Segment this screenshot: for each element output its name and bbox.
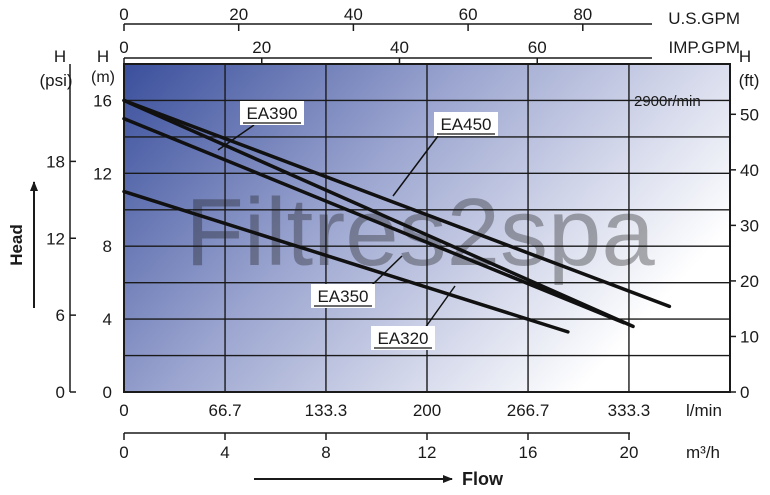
flow-axis-label: Flow: [462, 469, 504, 489]
psi-axis-unit: (psi): [39, 71, 72, 90]
x-tick-label-us-gpm: 20: [229, 5, 248, 24]
plot-frame: [123, 63, 731, 393]
y-tick-label-ft: 0: [740, 383, 749, 402]
curve-label-ea450: EA450: [440, 115, 491, 134]
curve-leader-ea320: [424, 285, 456, 329]
x-tick-label-m3h: 20: [620, 443, 639, 462]
curve-label-box-ea450: [434, 112, 498, 136]
top-axes: U.S.GPM IMP.GPM: [124, 9, 740, 59]
m-axis-unit: (m): [91, 69, 115, 86]
curve-leader-ea350: [370, 255, 403, 287]
m3h-unit-label: m³/h: [686, 443, 720, 462]
right-axes: H (ft): [739, 47, 760, 90]
x-tick-label-m3h: 8: [321, 443, 330, 462]
y-tick-label-m: 4: [103, 310, 112, 329]
curve-ea350: [122, 116, 626, 325]
performance-curves: [122, 98, 672, 334]
x-tick-label-m3h: 12: [418, 443, 437, 462]
us-gpm-unit-label: U.S.GPM: [668, 9, 740, 28]
curve-label-ea350: EA350: [317, 287, 368, 306]
speed-label: 2900r/min: [634, 93, 701, 110]
x-tick-label-m3h: 0: [119, 443, 128, 462]
y-tick-label-ft: 40: [740, 161, 759, 180]
imp-gpm-unit-label: IMP.GPM: [669, 38, 740, 57]
x-tick-label-lmin: 66.7: [209, 401, 242, 420]
y-tick-label-psi: 0: [56, 383, 65, 402]
lmin-unit-label: l/min: [686, 401, 722, 420]
psi-axis-title: H: [54, 47, 66, 66]
x-tick-label-lmin: 333.3: [608, 401, 651, 420]
curve-ea450: [122, 98, 672, 309]
curve-ea390: [122, 98, 635, 329]
ft-axis-title: H: [739, 47, 751, 66]
y-tick-label-m: 8: [103, 237, 112, 256]
x-tick-label-us-gpm: 60: [459, 5, 478, 24]
y-tick-label-psi: 12: [46, 229, 65, 248]
x-tick-label-us-gpm: 0: [119, 5, 128, 24]
x-tick-label-imp-gpm: 20: [252, 38, 271, 57]
x-tick-label-imp-gpm: 0: [119, 38, 128, 57]
x-tick-label-m3h: 16: [519, 443, 538, 462]
curve-labels: EA390 EA450 EA350 EA320: [217, 101, 498, 350]
y-tick-label-psi: 18: [46, 152, 65, 171]
curve-label-ea390: EA390: [246, 104, 297, 123]
x-tick-label-imp-gpm: 60: [528, 38, 547, 57]
y-tick-label-m: 16: [93, 91, 112, 110]
curve-label-box-ea350: [311, 284, 375, 308]
x-tick-label-us-gpm: 80: [573, 5, 592, 24]
y-tick-label-ft: 30: [740, 216, 759, 235]
head-axis-label: Head: [7, 224, 26, 266]
x-tick-label-lmin: 0: [119, 401, 128, 420]
curve-label-box-ea320: [371, 326, 435, 350]
y-tick-label-psi: 6: [56, 306, 65, 325]
bottom-axes: l/min m³/h: [124, 401, 722, 462]
curve-leader-ea450: [392, 135, 439, 197]
x-tick-label-imp-gpm: 40: [390, 38, 409, 57]
y-tick-label-m: 12: [93, 164, 112, 183]
y-tick-label-ft: 20: [740, 272, 759, 291]
x-tick-label-lmin: 200: [413, 401, 441, 420]
axis-ticks: 0 66.7 133.3 200 266.7 333.30 4 8 12 16 200 20 40 60 8…: [46, 5, 759, 462]
curve-leader-ea390: [217, 124, 255, 151]
left-axes: H (psi) H (m) Head: [7, 47, 115, 392]
m-axis-title: H: [97, 47, 109, 66]
curve-label-box-ea390: [240, 101, 304, 125]
ft-axis-unit: (ft): [739, 71, 760, 90]
x-tick-label-lmin: 133.3: [305, 401, 348, 420]
y-tick-label-m: 0: [103, 383, 112, 402]
y-tick-label-ft: 10: [740, 327, 759, 346]
y-tick-label-ft: 50: [740, 105, 759, 124]
x-tick-label-us-gpm: 40: [344, 5, 363, 24]
x-tick-label-m3h: 4: [220, 443, 229, 462]
curve-label-ea320: EA320: [377, 329, 428, 348]
curve-ea320: [122, 189, 570, 334]
x-tick-label-lmin: 266.7: [507, 401, 550, 420]
